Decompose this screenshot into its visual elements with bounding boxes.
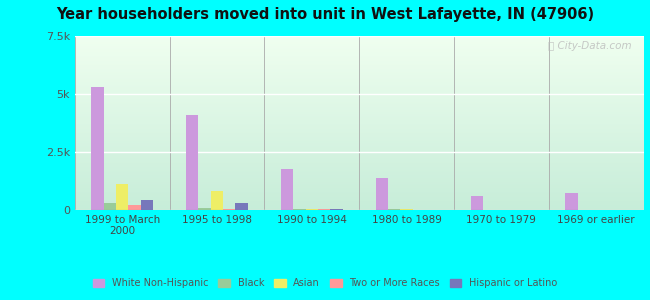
Bar: [425, 209, 437, 210]
Bar: [578, 209, 590, 210]
Bar: [495, 209, 508, 210]
Bar: [116, 184, 128, 210]
Bar: [471, 196, 483, 210]
Bar: [198, 208, 211, 210]
Bar: [235, 202, 248, 210]
Bar: [388, 209, 400, 210]
Bar: [223, 209, 235, 210]
Bar: [566, 193, 578, 210]
Text: ⓘ City-Data.com: ⓘ City-Data.com: [549, 41, 632, 51]
Bar: [293, 209, 306, 210]
Bar: [211, 191, 223, 210]
Bar: [92, 87, 103, 210]
Bar: [140, 200, 153, 210]
Bar: [400, 209, 413, 210]
Legend: White Non-Hispanic, Black, Asian, Two or More Races, Hispanic or Latino: White Non-Hispanic, Black, Asian, Two or…: [89, 274, 561, 292]
Bar: [103, 203, 116, 210]
Bar: [128, 206, 140, 210]
Bar: [281, 169, 293, 210]
Bar: [483, 209, 495, 210]
Bar: [330, 209, 343, 210]
Bar: [318, 209, 330, 210]
Bar: [306, 208, 318, 210]
Bar: [376, 178, 388, 210]
Bar: [186, 115, 198, 210]
Bar: [590, 209, 603, 210]
Text: Year householders moved into unit in West Lafayette, IN (47906): Year householders moved into unit in Wes…: [56, 8, 594, 22]
Bar: [413, 209, 425, 210]
